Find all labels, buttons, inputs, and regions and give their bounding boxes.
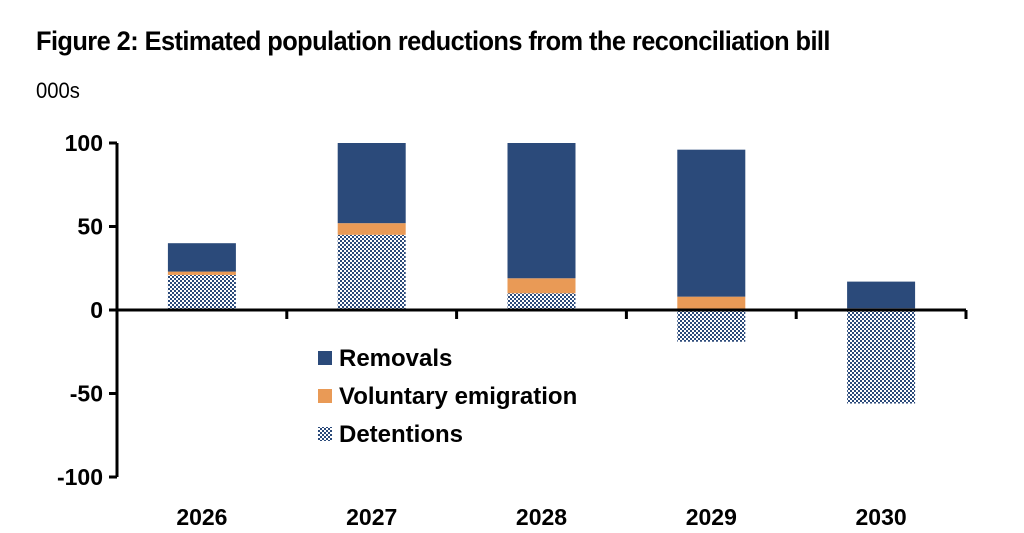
x-tick-label: 2029: [686, 504, 737, 530]
bar-segment-detentions-2030: [847, 310, 916, 404]
legend-label: Detentions: [339, 421, 463, 448]
bar-segment-removals-2030: [847, 281, 916, 309]
x-tick-label: 2027: [346, 504, 397, 530]
bar-segment-voluntary-emigration-2029: [677, 296, 746, 310]
legend-swatch-removals: [318, 351, 332, 365]
legend-swatch-detentions: [318, 427, 332, 441]
bar-segment-detentions-2029: [677, 310, 746, 342]
y-tick-label: -100: [57, 464, 103, 490]
bars-group: 2026 2027 2028 2029 2030: [167, 143, 916, 530]
x-tick-label: 2028: [516, 504, 567, 530]
bar-segment-detentions-2027: [337, 234, 406, 310]
y-tick-label: 0: [90, 297, 103, 323]
legend-label: Removals: [339, 345, 452, 372]
legend: Removals Voluntary emigration Detentions: [318, 345, 577, 448]
bar-segment-removals-2028: [507, 143, 576, 279]
x-tick-label: 2030: [856, 504, 907, 530]
bar-segment-removals-2029: [677, 149, 746, 297]
y-tick-label: -50: [70, 381, 103, 407]
bar-segment-voluntary-emigration-2026: [167, 271, 236, 275]
bar-segment-voluntary-emigration-2027: [337, 223, 406, 235]
axes-group: 100 50 0 -50 -100: [57, 130, 968, 490]
bar-segment-detentions-2026: [167, 274, 236, 310]
bar-segment-removals-2026: [167, 243, 236, 272]
bar-segment-voluntary-emigration-2028: [507, 278, 576, 294]
x-tick-label: 2026: [176, 504, 227, 530]
unit-label: 000s: [36, 78, 80, 103]
chart-title: Figure 2: Estimated population reduction…: [36, 26, 830, 56]
y-tick-label: 100: [65, 130, 103, 156]
y-tick-label: 50: [77, 214, 103, 240]
legend-swatch-voluntary-emigration: [318, 389, 332, 403]
legend-label: Voluntary emigration: [339, 383, 577, 410]
bar-segment-detentions-2028: [507, 293, 576, 310]
bar-segment-removals-2027: [337, 143, 406, 224]
